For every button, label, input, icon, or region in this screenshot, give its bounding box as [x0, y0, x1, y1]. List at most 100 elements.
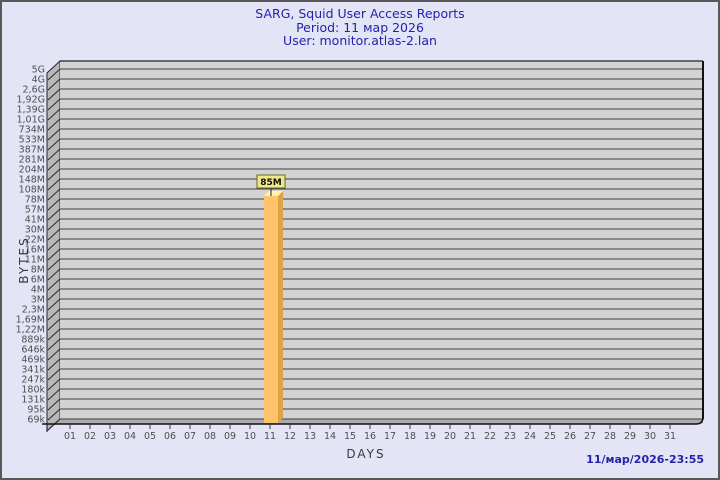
y-tick-label: 469k — [21, 355, 45, 366]
y-tick-mark — [47, 138, 61, 151]
x-tick-label: 23 — [504, 431, 516, 442]
x-tick-label: 27 — [584, 431, 596, 442]
y-tick-mark — [47, 68, 61, 81]
x-tick-label: 07 — [184, 431, 196, 442]
y-tick-label: 3M — [31, 295, 45, 306]
y-tick-label: 95k — [27, 405, 45, 416]
y-tick-mark — [47, 358, 61, 371]
y-tick-mark — [47, 168, 61, 181]
report-title-block: SARG, Squid User Access Reports Period: … — [2, 7, 718, 48]
y-tick-mark — [47, 158, 61, 171]
y-tick-label: 108M — [19, 185, 45, 196]
y-tick-label: 22M — [25, 235, 45, 246]
y-tick-label: 889k — [21, 335, 45, 346]
x-tick-label: 20 — [444, 431, 456, 442]
y-tick-label: 1,92G — [16, 95, 45, 106]
y-tick-label: 387M — [19, 145, 45, 156]
y-tick-mark — [47, 238, 61, 251]
y-tick-label: 247k — [21, 375, 45, 386]
x-tick-label: 11 — [264, 431, 276, 442]
x-tick-label: 09 — [224, 431, 236, 442]
x-axis-title: DAYS — [346, 447, 385, 461]
y-tick-label: 148M — [19, 175, 45, 186]
y-tick-label: 341k — [21, 365, 45, 376]
bar-day-11: 85M — [256, 174, 286, 423]
x-tick-label: 16 — [364, 431, 376, 442]
bar-value-label: 85M — [260, 178, 282, 188]
y-tick-mark — [47, 118, 61, 131]
chart-floor — [47, 419, 703, 431]
y-tick-label: 533M — [19, 135, 45, 146]
y-tick-label: 2,6G — [23, 85, 45, 96]
x-tick-label: 06 — [164, 431, 176, 442]
y-tick-label: 4M — [31, 285, 45, 296]
x-tick-label: 02 — [84, 431, 96, 442]
y-tick-label: 57M — [25, 205, 45, 216]
y-tick-mark — [47, 78, 61, 91]
y-tick-label: 1,22M — [16, 325, 45, 336]
x-tick-label: 26 — [564, 431, 576, 442]
y-tick-label: 16M — [25, 245, 45, 256]
y-tick-label: 8M — [31, 265, 45, 276]
y-tick-label: 4G — [32, 75, 45, 86]
y-tick-mark — [47, 288, 61, 301]
y-tick-mark — [47, 128, 61, 141]
y-tick-label: 180k — [21, 385, 45, 396]
x-axis-line — [42, 416, 704, 425]
y-tick-mark — [47, 178, 61, 191]
y-tick-mark — [47, 188, 61, 201]
y-tick-label: 1,39G — [16, 105, 45, 116]
y-tick-mark — [47, 88, 61, 101]
x-tick-label: 18 — [404, 431, 416, 442]
y-tick-mark — [47, 298, 61, 311]
x-tick-label: 13 — [304, 431, 316, 442]
x-tick-label: 29 — [624, 431, 636, 442]
y-axis-title: BYTES — [17, 236, 31, 283]
x-tick-label: 12 — [284, 431, 296, 442]
y-tick-mark — [47, 408, 61, 421]
x-tick-label: 04 — [124, 431, 136, 442]
x-tick-label: 10 — [244, 431, 256, 442]
x-tick-label: 25 — [544, 431, 556, 442]
x-tick-label: 01 — [64, 431, 76, 442]
y-tick-mark — [47, 308, 61, 321]
bar-value-box — [256, 174, 286, 189]
y-tick-label: 2,3M — [22, 305, 45, 316]
x-tick-label: 17 — [384, 431, 396, 442]
y-tick-label: 1,01G — [16, 115, 45, 126]
x-tick-label: 31 — [664, 431, 676, 442]
y-tick-label: 131k — [21, 395, 45, 406]
plot-background — [60, 61, 703, 419]
y-tick-mark — [47, 278, 61, 291]
x-tick-label: 03 — [104, 431, 116, 442]
y-tick-mark — [47, 348, 61, 361]
report-period: Period: 11 мар 2026 — [296, 19, 424, 35]
y-tick-mark — [47, 338, 61, 351]
y-tick-mark — [47, 218, 61, 231]
x-tick-label: 28 — [604, 431, 616, 442]
x-tick-label: 21 — [464, 431, 476, 442]
report-user: User: monitor.atlas-2.lan — [283, 33, 437, 48]
x-tick-label: 08 — [204, 431, 216, 442]
bar-face — [264, 196, 278, 423]
y-tick-mark — [47, 228, 61, 241]
y-tick-mark — [47, 398, 61, 411]
y-tick-mark — [47, 248, 61, 261]
y-tick-label: 78M — [25, 195, 45, 206]
y-tick-label: 6M — [31, 275, 45, 286]
y-tick-mark — [47, 208, 61, 221]
y-tick-label: 734M — [19, 125, 45, 136]
y-tick-mark — [47, 108, 61, 121]
y-tick-mark — [47, 368, 61, 381]
y-tick-mark — [47, 148, 61, 161]
x-axis-ticks: 01 02 03 04 05 06 07 08 09 10 11 12 13 14 15 16 17 18 19 20… — [64, 425, 676, 442]
x-tick-label: 22 — [484, 431, 496, 442]
x-tick-label: 14 — [324, 431, 336, 442]
y-tick-mark — [47, 258, 61, 271]
y-tick-label: 1,69M — [16, 315, 45, 326]
x-tick-label: 24 — [524, 431, 536, 442]
y-tick-mark — [47, 328, 61, 341]
y-tick-mark — [47, 98, 61, 111]
